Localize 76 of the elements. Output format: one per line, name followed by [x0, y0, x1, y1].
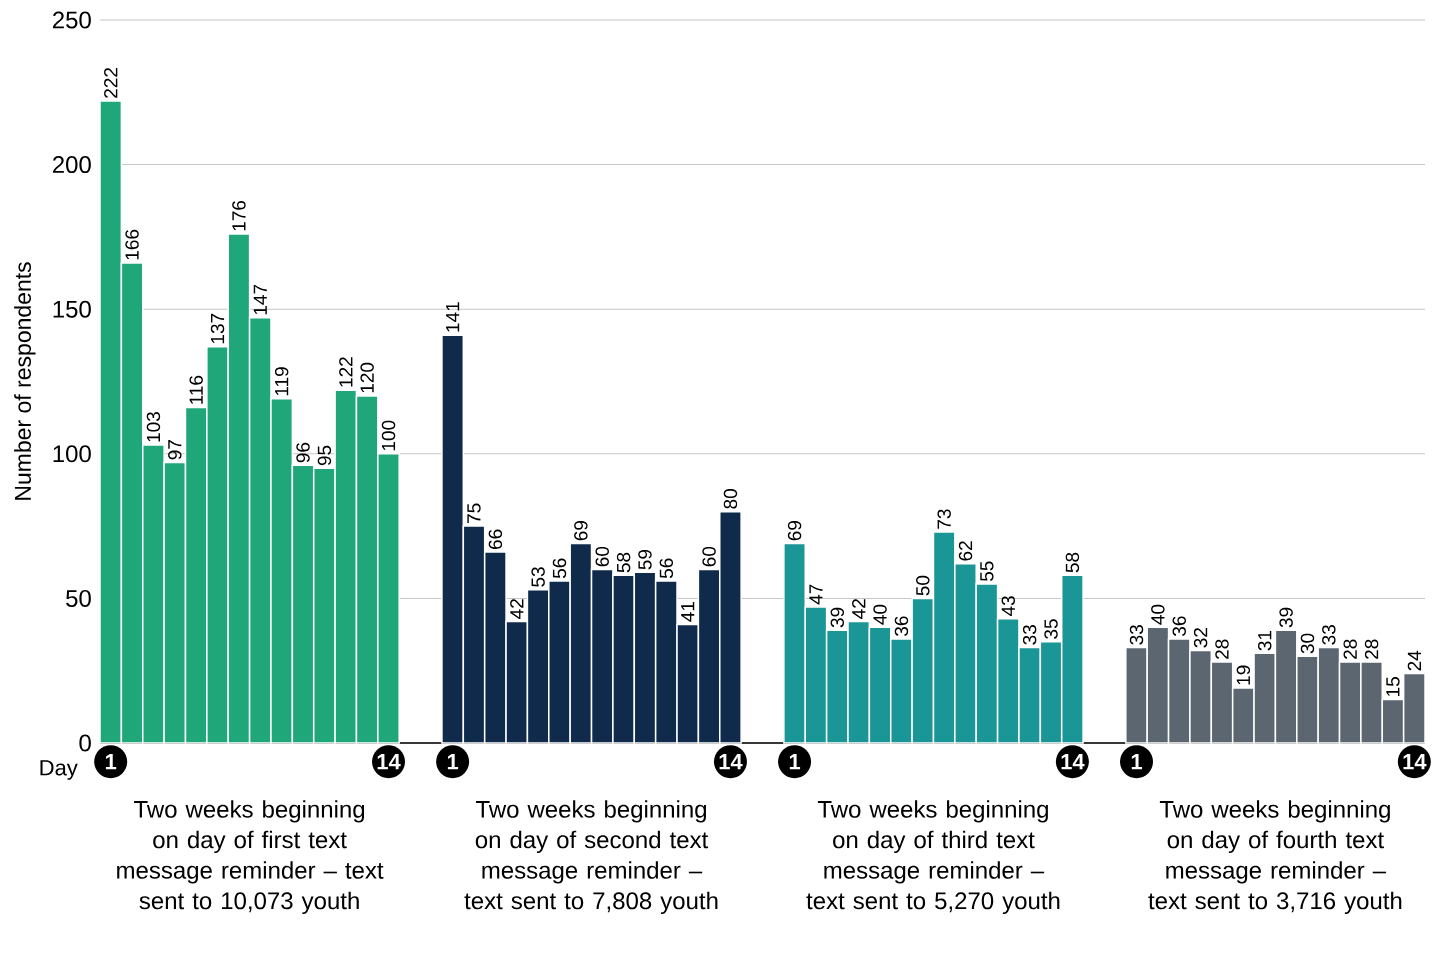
data-label: 73: [937, 509, 951, 529]
y-tick-label: 200: [52, 156, 91, 174]
text: Two weeks beginning on day of second text message reminder – text sent to 7,808 youth: [464, 800, 718, 915]
data-label: 36: [894, 616, 909, 636]
data-label: 19: [1236, 665, 1251, 685]
data-label: 147: [253, 284, 267, 315]
data-label: 62: [958, 541, 973, 561]
data-label: 100: [381, 420, 396, 451]
data-label: 42: [510, 599, 524, 619]
y-tick-label: 50: [66, 589, 91, 607]
data-label: 33: [1322, 625, 1336, 645]
data-label: 24: [1407, 650, 1421, 671]
x-tick-label: 1: [789, 754, 801, 770]
data-label: 50: [916, 575, 930, 596]
data-label: 56: [552, 558, 567, 579]
data-label: 30: [1300, 633, 1315, 654]
data-label: 95: [317, 445, 332, 466]
data-label: 69: [574, 521, 588, 541]
data-label: 60: [702, 546, 716, 567]
y-tick-label: 0: [79, 734, 91, 752]
data-label: 33: [1129, 625, 1144, 645]
y-tick-label: 100: [53, 445, 91, 463]
data-label: 53: [531, 567, 545, 587]
data-label: 103: [146, 412, 161, 442]
data-label: 116: [189, 375, 203, 404]
data-label: 59: [638, 549, 652, 570]
data-label: 60: [595, 546, 609, 567]
x-tick-label: 14: [1061, 754, 1085, 770]
text: Two weeks beginning on day of third text message reminder – text sent to 5,270 youth: [806, 800, 1060, 915]
y-axis-title: Number of respondents: [14, 262, 36, 500]
y-tick-label: 150: [53, 300, 91, 318]
data-label: 33: [1022, 625, 1037, 645]
x-tick-label: 1: [105, 754, 117, 770]
data-label: 96: [296, 442, 310, 463]
data-label: 69: [787, 521, 802, 541]
x-axis-title: Day: [40, 760, 78, 780]
x-tick-label: 1: [1131, 754, 1143, 770]
data-label: 36: [1172, 616, 1186, 636]
data-label: 222: [104, 68, 118, 98]
data-label: 35: [1044, 619, 1058, 639]
data-label: 40: [873, 604, 887, 625]
data-label: 137: [210, 313, 225, 344]
data-label: 66: [488, 529, 503, 549]
data-label: 42: [852, 599, 866, 619]
data-label: 39: [1279, 607, 1293, 628]
data-label: 120: [360, 362, 374, 393]
data-label: 55: [980, 561, 994, 581]
data-label: 119: [274, 367, 289, 396]
y-tick-label: 250: [52, 11, 91, 29]
data-label: 28: [1364, 639, 1379, 659]
data-label: 39: [830, 607, 845, 628]
data-label: 31: [1258, 630, 1272, 651]
x-tick-label: 14: [1403, 754, 1427, 770]
data-label: 75: [467, 503, 481, 523]
data-label: 56: [659, 558, 674, 579]
data-label: 97: [168, 440, 182, 460]
data-label: 40: [1151, 604, 1165, 625]
x-tick-label: 14: [377, 754, 401, 770]
data-label: 80: [723, 489, 738, 509]
data-label: 28: [1215, 639, 1229, 659]
data-label: 122: [339, 357, 353, 387]
data-label: 58: [1065, 552, 1080, 573]
text: Two weeks beginning on day of fourth text message reminder – text sent to 3,716 youth: [1148, 800, 1402, 915]
data-label: 166: [125, 229, 139, 260]
data-label: 32: [1193, 628, 1208, 648]
data-label: 41: [681, 602, 695, 622]
data-label: 43: [1001, 596, 1016, 616]
x-tick-label: 14: [719, 754, 743, 770]
data-label: 28: [1343, 639, 1357, 659]
text: Two weeks beginning on day of first text message reminder – text sent to 10,073 youth: [117, 800, 384, 915]
x-tick-label: 1: [447, 754, 459, 770]
data-label: 58: [616, 552, 631, 573]
data-label: 176: [232, 200, 246, 231]
data-label: 47: [809, 584, 823, 605]
data-label: 15: [1386, 677, 1400, 696]
data-label: 141: [446, 302, 460, 332]
